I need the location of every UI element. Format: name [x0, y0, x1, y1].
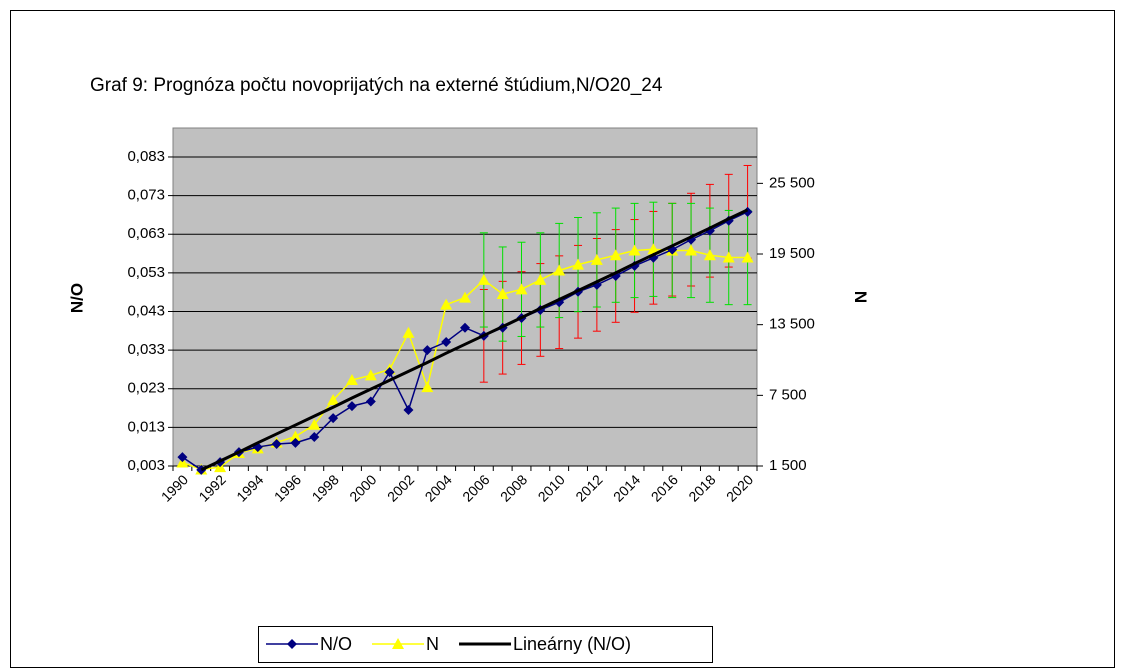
data-point — [421, 381, 434, 393]
y-tick-label: 0,043 — [127, 302, 165, 319]
data-point — [742, 206, 753, 217]
legend-label: Lineárny (N/O) — [513, 634, 631, 654]
data-point — [628, 244, 641, 256]
data-point — [346, 401, 357, 412]
y2-axis-label: N — [851, 291, 870, 303]
data-point — [741, 251, 754, 263]
data-point — [685, 244, 698, 256]
data-point — [722, 251, 735, 263]
y-tick-label: 0,053 — [127, 264, 165, 281]
y-axis-label: N/O — [67, 283, 86, 313]
data-point — [534, 273, 547, 285]
data-point — [496, 288, 509, 300]
data-point — [308, 418, 321, 430]
data-point — [364, 369, 377, 381]
y-tick-label: 0,003 — [127, 457, 165, 474]
data-point — [440, 298, 453, 310]
data-point — [515, 283, 528, 295]
data-point — [309, 432, 320, 443]
data-point — [271, 438, 282, 449]
chart-title: Graf 9: Prognóza počtu novoprijatých na … — [90, 75, 663, 96]
y2-tick-label: 1 500 — [769, 457, 807, 474]
data-point — [477, 273, 490, 285]
y-tick-label: 0,033 — [127, 341, 165, 358]
data-point — [327, 394, 340, 406]
data-point — [289, 430, 302, 442]
data-point — [402, 326, 415, 338]
y-tick-label: 0,073 — [127, 187, 165, 204]
y-tick-label: 0,063 — [127, 225, 165, 242]
data-point — [553, 264, 566, 276]
legend-marker — [287, 639, 297, 649]
data-point — [422, 345, 433, 356]
data-point — [365, 396, 376, 407]
data-point — [459, 291, 471, 303]
data-point — [403, 404, 414, 415]
y-tick-label: 0,023 — [127, 380, 165, 397]
legend-label: N/O — [320, 634, 352, 654]
y-tick-label: 0,083 — [127, 148, 165, 165]
data-point — [384, 367, 395, 378]
y-tick-label: 0,013 — [127, 418, 165, 435]
y2-tick-label: 7 500 — [769, 386, 807, 403]
data-point — [441, 337, 452, 348]
legend-marker — [392, 638, 405, 649]
y2-tick-label: 19 500 — [769, 245, 815, 262]
data-point — [345, 374, 358, 386]
data-point — [647, 243, 660, 255]
legend-label: N — [426, 634, 439, 654]
y2-tick-label: 13 500 — [769, 316, 815, 333]
data-point — [328, 413, 339, 424]
data-point — [460, 322, 470, 333]
data-point — [177, 452, 188, 463]
data-point — [572, 258, 585, 270]
data-point — [590, 253, 603, 265]
data-point — [290, 437, 301, 448]
data-point — [609, 249, 622, 261]
y2-tick-label: 25 500 — [769, 174, 815, 191]
data-point — [703, 249, 716, 261]
series-line — [200, 208, 749, 472]
